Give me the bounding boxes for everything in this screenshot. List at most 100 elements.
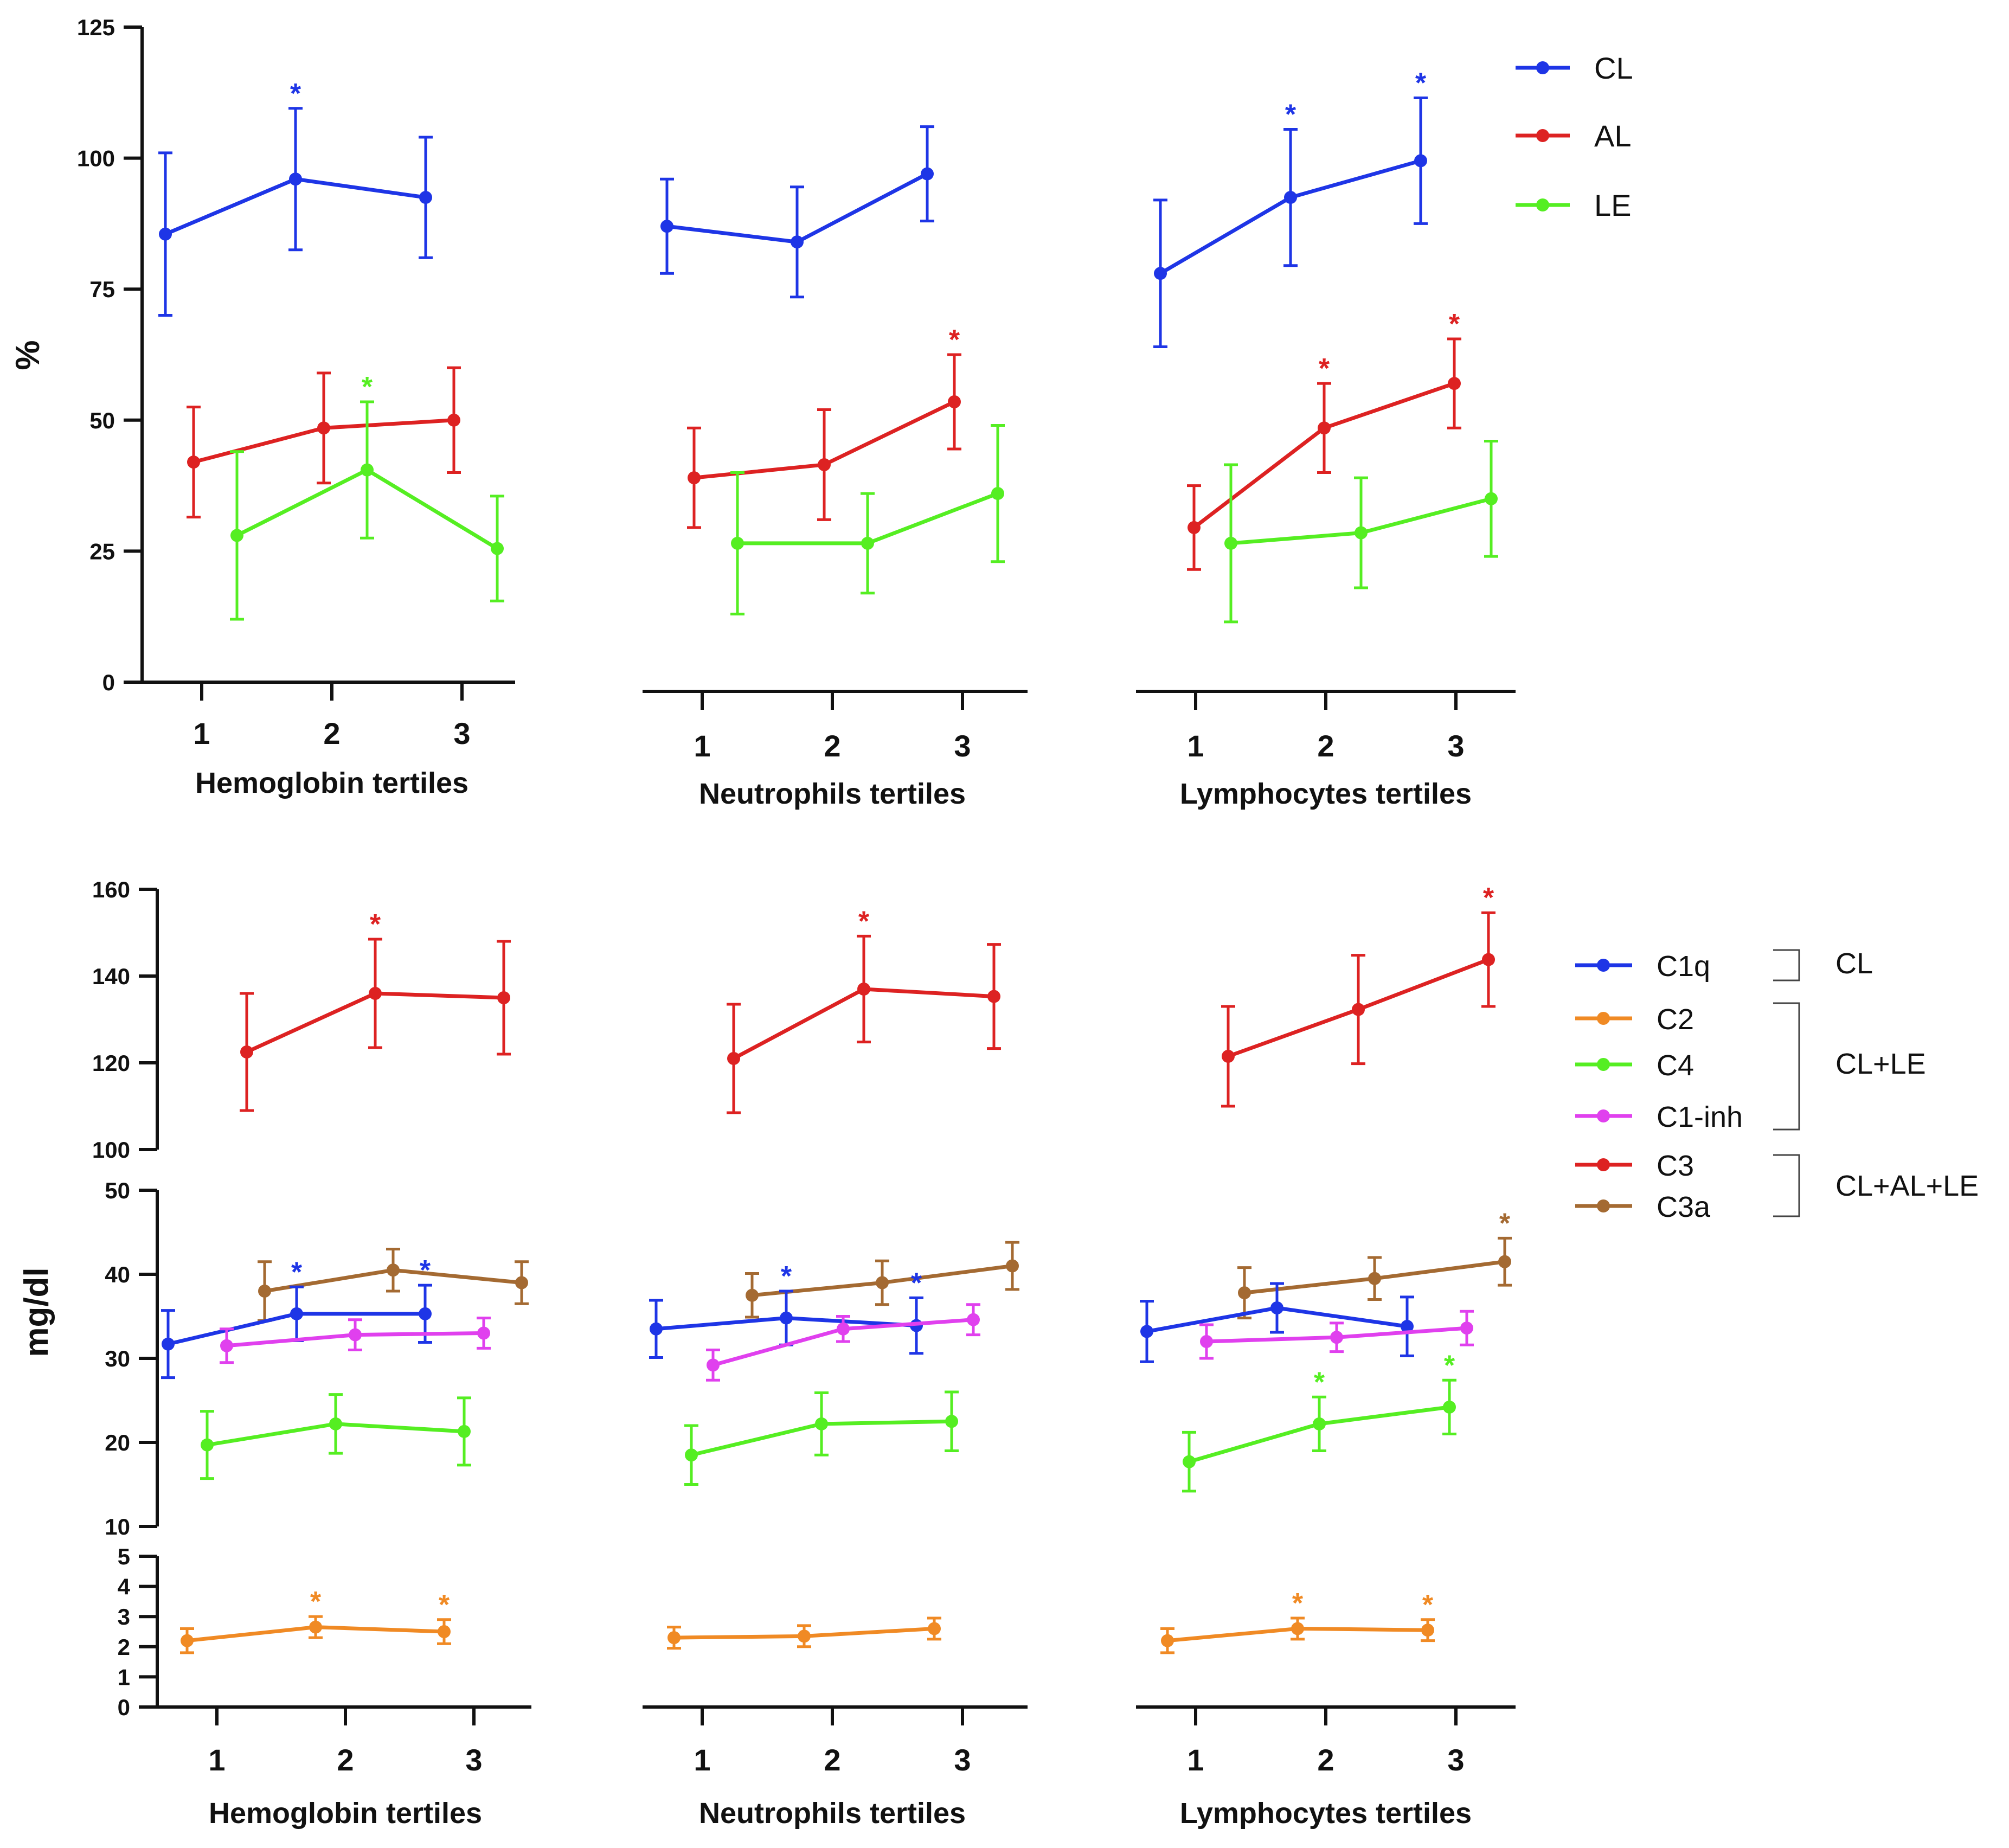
- legend-marker-c3: [1597, 1158, 1610, 1171]
- data-point: [240, 1045, 253, 1058]
- x-axis-title: Hemoglobin tertiles: [195, 767, 468, 799]
- series-c1-inh: [1199, 1310, 1474, 1360]
- series-c1q: [1140, 1282, 1414, 1363]
- x-tick-label: 1: [1187, 729, 1204, 763]
- y-tick-label-bottom: 4: [118, 1574, 131, 1600]
- data-point: [515, 1276, 528, 1289]
- data-point: [491, 542, 504, 555]
- data-point: [1200, 1335, 1213, 1348]
- legend-label-al: AL: [1594, 119, 1632, 153]
- legend-bracket: [1773, 949, 1800, 981]
- legend-marker-c1q: [1597, 959, 1610, 972]
- significance-star: *: [291, 1256, 303, 1288]
- legend-label-c1-inh: C1-inh: [1657, 1101, 1743, 1133]
- x-axis-title: Lymphocytes tertiles: [1180, 778, 1472, 810]
- data-point: [727, 1052, 740, 1065]
- x-tick-label: 1: [193, 716, 210, 750]
- series-c4: [200, 1393, 471, 1480]
- data-point: [361, 463, 374, 477]
- series-c4: [684, 1390, 959, 1486]
- x-tick-label: 2: [824, 729, 840, 763]
- data-point: [1443, 1400, 1456, 1414]
- series-c3a: *: [1237, 1208, 1512, 1320]
- data-point: [1140, 1325, 1153, 1338]
- data-point: [1222, 1050, 1235, 1063]
- legend-label-c3: C3: [1657, 1150, 1694, 1182]
- data-point: [1414, 154, 1427, 168]
- y-tick-label-bottom: 0: [118, 1695, 130, 1720]
- series-c2: * *: [180, 1586, 451, 1654]
- x-tick-label: 2: [337, 1743, 354, 1777]
- data-point: [447, 413, 460, 427]
- x-tick-label: 2: [1317, 729, 1334, 763]
- significance-star: *: [420, 1255, 431, 1286]
- data-point: [187, 455, 200, 469]
- data-point: [258, 1285, 271, 1298]
- series-le: [730, 424, 1005, 615]
- y-tick-label-top: 0: [102, 670, 115, 695]
- y-tick-label-bottom: 5: [118, 1544, 130, 1569]
- legend-group-cl-al-le: CL+AL+LE: [1835, 1170, 1979, 1202]
- x-tick-label: 1: [1187, 1743, 1204, 1777]
- significance-star: *: [1483, 882, 1494, 914]
- legend-marker-c4: [1597, 1058, 1610, 1071]
- data-point: [945, 1415, 958, 1428]
- y-axis-title-bottom: mg/dl: [18, 1267, 55, 1357]
- series-cl: [660, 125, 934, 299]
- series-c2: * *: [1160, 1588, 1435, 1654]
- data-point: [667, 1631, 681, 1645]
- panel-top-2: 1 2 3 Neutrophils tertiles *: [643, 125, 1028, 810]
- significance-star: *: [1422, 1589, 1434, 1621]
- data-point: [837, 1322, 850, 1336]
- data-point: [857, 983, 870, 996]
- significance-star: *: [949, 324, 960, 356]
- panel-top-1: 1 2 3 Hemoglobin tertiles * *: [142, 78, 515, 799]
- series-cl: **: [1153, 67, 1428, 349]
- data-point: [290, 1307, 303, 1320]
- legend-marker-al: [1536, 129, 1549, 142]
- legend-label-c2: C2: [1657, 1003, 1694, 1036]
- series-al: [187, 366, 461, 519]
- x-tick-label: 2: [1317, 1743, 1334, 1777]
- data-point: [309, 1620, 322, 1634]
- x-tick-label: 3: [954, 1743, 971, 1777]
- significance-star: *: [310, 1586, 322, 1618]
- y-tick-label-top: 25: [89, 538, 115, 564]
- x-axis-title: Lymphocytes tertiles: [1180, 1797, 1472, 1830]
- data-point: [181, 1634, 194, 1647]
- y-tick-label-bottom: 50: [105, 1178, 130, 1203]
- data-point: [685, 1448, 698, 1462]
- data-point: [818, 458, 831, 471]
- legend-marker-c2: [1597, 1012, 1610, 1025]
- significance-star: *: [1314, 1366, 1325, 1398]
- data-point: [921, 167, 934, 181]
- data-point: [1485, 492, 1498, 505]
- data-point: [220, 1339, 233, 1352]
- data-point: [780, 1311, 793, 1325]
- data-point: [369, 987, 382, 1000]
- data-point: [458, 1425, 471, 1438]
- data-point: [438, 1625, 451, 1638]
- series-c4: **: [1182, 1350, 1456, 1493]
- significance-star: *: [911, 1267, 922, 1299]
- legend-bottom: C1q C2 C4 C1-inh C3 C3a CL CL+LE CL+AL+LE: [1575, 947, 1979, 1223]
- significance-star: *: [362, 371, 373, 403]
- series-c3: *: [727, 906, 1001, 1114]
- data-point: [1270, 1301, 1283, 1314]
- series-c3a: [745, 1241, 1019, 1319]
- legend-bracket: [1773, 1154, 1800, 1217]
- x-tick-label: 1: [694, 729, 710, 763]
- data-point: [162, 1337, 175, 1351]
- significance-star: *: [1292, 1588, 1304, 1619]
- legend-label-c1q: C1q: [1657, 950, 1710, 983]
- data-point: [1460, 1321, 1473, 1335]
- legend-label-cl: CL: [1594, 51, 1633, 85]
- legend-bracket: [1773, 1002, 1800, 1131]
- data-point: [419, 191, 432, 204]
- legend-label-c3a: C3a: [1657, 1191, 1711, 1223]
- data-point: [349, 1328, 362, 1342]
- data-point: [876, 1276, 889, 1289]
